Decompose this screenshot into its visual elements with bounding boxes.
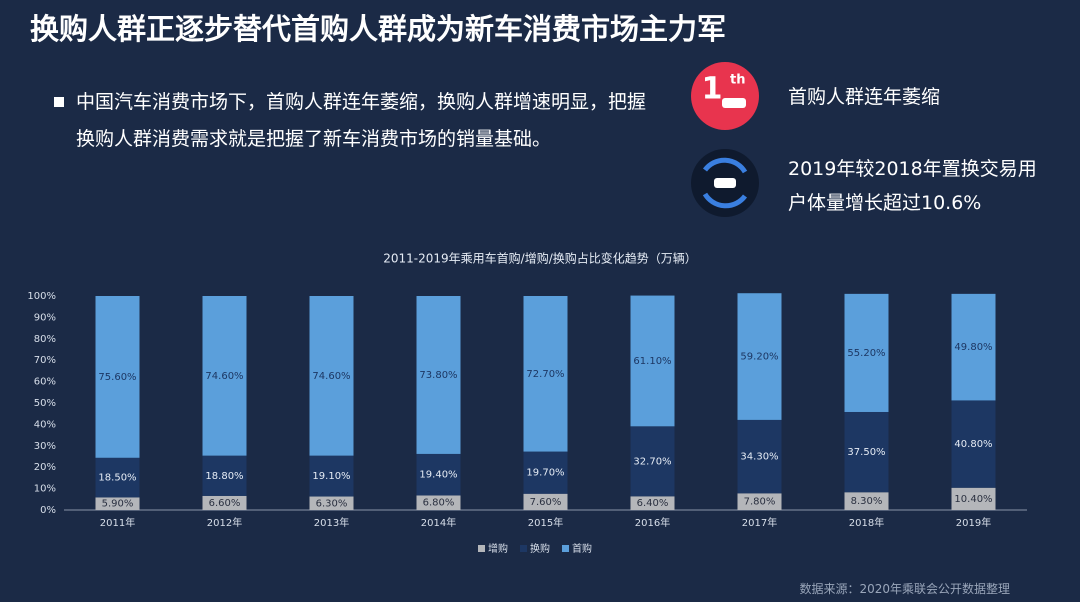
data-label: 49.80% <box>954 342 992 353</box>
legend-swatch <box>478 545 485 552</box>
bar-segment <box>523 451 568 494</box>
icon-badge <box>691 62 759 130</box>
bar-segment <box>630 426 675 497</box>
y-tick-label: 20% <box>34 462 56 473</box>
bar-segment <box>95 296 140 458</box>
bar-segment <box>951 293 996 401</box>
x-tick-label: 2016年 <box>635 516 670 529</box>
bar-segment <box>523 493 568 510</box>
car-icon <box>722 98 746 108</box>
bar-segment <box>737 493 782 510</box>
x-tick-label: 2017年 <box>742 516 777 529</box>
x-tick-label: 2012年 <box>207 516 242 529</box>
data-label: 18.50% <box>98 473 136 484</box>
bar-segment <box>202 455 247 496</box>
bar-segment <box>844 411 889 493</box>
source-note: 数据来源：2020年乘联会公开数据整理 <box>799 582 1010 596</box>
data-label: 6.30% <box>316 498 348 509</box>
data-label: 32.70% <box>633 456 671 467</box>
x-tick-label: 2011年 <box>100 516 135 529</box>
data-label: 19.70% <box>526 468 564 479</box>
bar-segment <box>309 496 354 510</box>
y-tick-label: 100% <box>27 291 56 302</box>
data-label: 7.80% <box>744 497 776 508</box>
x-tick-label: 2019年 <box>956 516 991 529</box>
bar-segment <box>951 487 996 510</box>
badge-number: 1 <box>702 72 723 107</box>
bar-segment <box>844 492 889 510</box>
bar-segment <box>737 293 782 420</box>
bar-segment <box>737 419 782 494</box>
bar-segment <box>202 495 247 510</box>
data-label: 74.60% <box>312 371 350 382</box>
bar-segment <box>416 453 461 496</box>
y-tick-label: 90% <box>34 312 56 323</box>
data-label: 55.20% <box>847 348 885 359</box>
y-tick-label: 10% <box>34 484 56 495</box>
data-label: 19.10% <box>312 471 350 482</box>
data-label: 59.20% <box>740 352 778 363</box>
data-label: 6.60% <box>209 498 241 509</box>
bar-segment <box>523 296 568 452</box>
y-tick-label: 70% <box>34 355 56 366</box>
badge-suffix: th <box>730 73 745 88</box>
bar-segment <box>309 296 354 456</box>
bar-segment <box>844 293 889 412</box>
callout-text: 首购人群连年萎缩 <box>788 86 941 108</box>
bar-segment <box>630 496 675 510</box>
y-tick-label: 50% <box>34 398 56 409</box>
bar-segment <box>416 495 461 510</box>
bar-segment <box>95 497 140 510</box>
bullet-marker <box>54 97 64 107</box>
data-label: 5.90% <box>102 499 134 510</box>
slide-title: 换购人群正逐步替代首购人群成为新车消费市场主力军 <box>30 12 727 46</box>
bullet-text: 中国汽车消费市场下，首购人群连年萎缩，换购人群增速明显，把握换购人群消费需求就是… <box>76 91 647 150</box>
data-label: 75.60% <box>98 372 136 383</box>
car-icon <box>714 178 736 188</box>
data-label: 10.40% <box>954 494 992 505</box>
data-label: 6.80% <box>423 498 455 509</box>
legend-label: 首购 <box>572 542 592 555</box>
data-label: 19.40% <box>419 470 457 481</box>
x-tick-label: 2015年 <box>528 516 563 529</box>
data-label: 7.60% <box>530 497 562 508</box>
bar-segment <box>416 296 461 454</box>
legend-swatch <box>562 545 569 552</box>
y-tick-label: 0% <box>40 505 56 516</box>
data-label: 37.50% <box>847 447 885 458</box>
data-label: 34.30% <box>740 452 778 463</box>
bar-segment <box>630 295 675 427</box>
y-tick-label: 60% <box>34 377 56 388</box>
legend-swatch <box>520 545 527 552</box>
bar-segment <box>95 457 140 498</box>
bar-segment <box>951 400 996 488</box>
y-tick-label: 30% <box>34 441 56 452</box>
y-tick-label: 80% <box>34 334 56 345</box>
chart-title: 2011-2019年乘用车首购/增购/换购占比变化趋势（万辆） <box>383 251 697 266</box>
bar-segment <box>309 455 354 497</box>
callout-text: 2019年较2018年置换交易用户体量增长超过10.6% <box>788 158 1037 214</box>
data-label: 61.10% <box>633 356 671 367</box>
legend-label: 换购 <box>530 542 550 555</box>
data-label: 40.80% <box>954 439 992 450</box>
data-label: 74.60% <box>205 371 243 382</box>
bar-segment <box>202 296 247 456</box>
cycle-arrow <box>702 192 748 209</box>
x-tick-label: 2013年 <box>314 516 349 529</box>
data-label: 73.80% <box>419 370 457 381</box>
data-label: 8.30% <box>851 496 883 507</box>
x-tick-label: 2014年 <box>421 516 456 529</box>
data-label: 6.40% <box>637 498 669 509</box>
legend-label: 增购 <box>488 542 508 555</box>
data-label: 72.70% <box>526 369 564 380</box>
data-label: 18.80% <box>205 471 243 482</box>
y-tick-label: 40% <box>34 419 56 430</box>
x-tick-label: 2018年 <box>849 516 884 529</box>
cycle-arrow <box>702 157 748 174</box>
